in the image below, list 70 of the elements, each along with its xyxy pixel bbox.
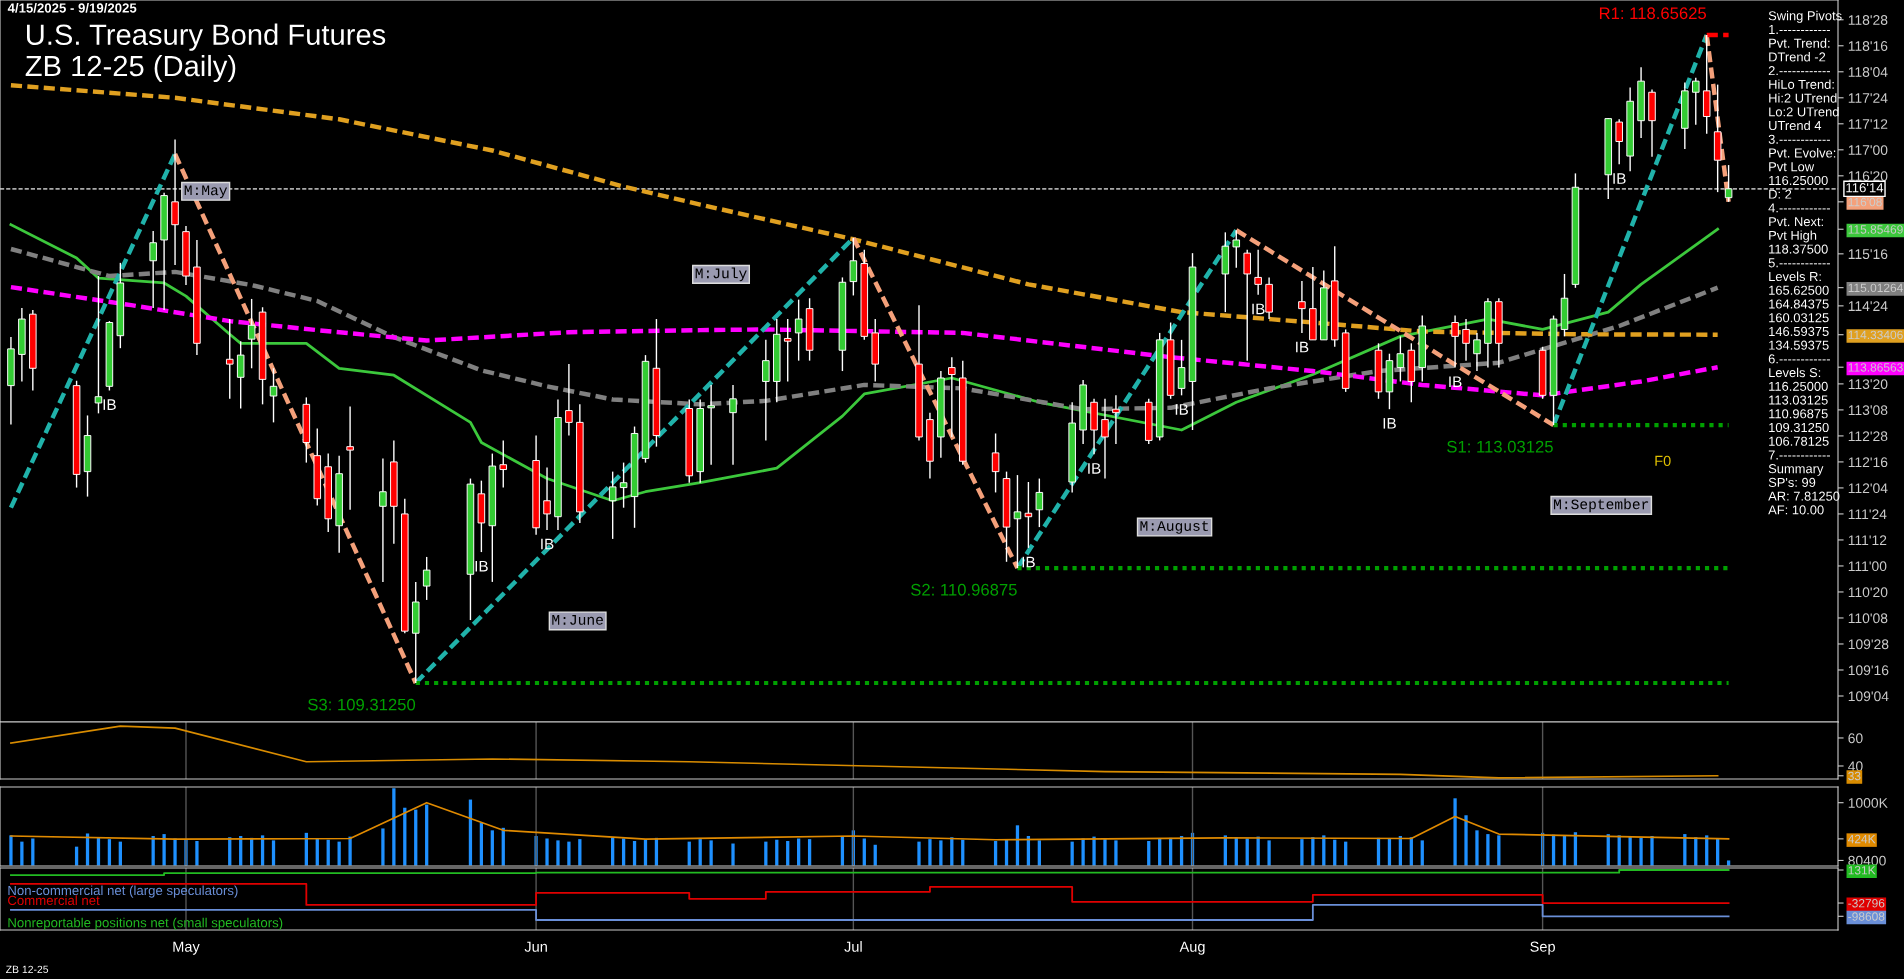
annotation: M:August (1140, 521, 1209, 534)
y-tick-label: 116'08 (1848, 197, 1882, 207)
series-label: S3: 109.31250 (308, 698, 416, 711)
annotation: IB (1296, 341, 1309, 353)
y-tick-label: 113.86563 (1848, 363, 1903, 372)
y-tick-label: 40 (1848, 761, 1863, 772)
annotation: IB (1175, 404, 1188, 415)
annotation: 4/15/2025 - 9/19/2025 (7, 2, 137, 13)
annotation: IB (1449, 376, 1462, 387)
x-tick-label: Sep (1530, 941, 1555, 955)
y-tick-label: 80400 (1848, 855, 1886, 866)
y-tick-label: 60 (1848, 733, 1863, 744)
y-tick-label: 109'16 (1848, 665, 1889, 676)
x-tick-label: May (173, 941, 200, 955)
y-tick-label: 118'16 (1848, 41, 1888, 51)
y-tick-label: 118'28 (1848, 15, 1888, 25)
y-tick-label: 115.01264 (1848, 283, 1903, 293)
annotation: IB (103, 399, 116, 410)
y-tick-label: 111'24 (1848, 509, 1887, 519)
annotation: IB (1383, 418, 1396, 429)
y-tick-label: 114'24 (1848, 301, 1888, 311)
y-tick-label: 118'04 (1848, 67, 1888, 77)
x-tick-label: Jun (524, 941, 547, 952)
text: U.S. Treasury Bond Futures (27, 23, 386, 51)
annotation: IB (1252, 303, 1265, 315)
text: ZB 12-25 (6, 965, 49, 974)
y-tick-label: 112'28 (1848, 431, 1888, 442)
y-tick-label: -32796 (1848, 899, 1885, 908)
y-tick-label: 1000K (1848, 798, 1888, 808)
y-tick-label: 109'04 (1848, 691, 1889, 702)
y-tick-label: 110'08 (1848, 613, 1888, 624)
annotation: M:June (552, 615, 603, 625)
y-tick-label: 113'08 (1848, 405, 1888, 416)
x-tick-label: Aug (1179, 941, 1205, 955)
y-tick-label: 116'20 (1848, 171, 1888, 181)
y-tick-label: 33 (1848, 771, 1861, 781)
annotation: IB (1613, 173, 1626, 184)
y-tick-label: 117'12 (1848, 119, 1888, 129)
text: ZB 12-25 (Daily) (25, 54, 236, 83)
annotation: IB (1022, 556, 1035, 568)
series-label: S1: 113.03125 (1447, 440, 1553, 453)
y-tick-label: 111'00 (1848, 561, 1887, 572)
annotation: F0 (1655, 455, 1671, 466)
annotation: M:September (1554, 498, 1649, 513)
series-label: R1: 118.65625 (1599, 7, 1707, 20)
series-label: Commercial net (8, 895, 100, 906)
y-tick-label: 117'24 (1848, 93, 1888, 103)
annotation: M:July (695, 267, 747, 282)
y-tick-label: 117'00 (1848, 145, 1888, 155)
y-tick-label: 424K (1848, 834, 1876, 844)
y-tick-label: 115.85469 (1848, 225, 1903, 234)
y-tick-label: 110'20 (1848, 587, 1888, 598)
ref-line-label: 116'14 (1846, 183, 1884, 193)
annotation: IB (541, 538, 554, 550)
x-tick-label: Jul (844, 941, 862, 952)
y-tick-label: 131K (1848, 866, 1876, 875)
text: Swing Pivots 1.------------ Pvt. Trend: DTrend -2 2.------------ HiLo Trend: Hi:2 UTrend Lo:2 UTrend UTrend 4 3.------------ Pvt. Evolve: Pvt Low 116.25000 D: 2 4.------------ Pvt. Next: Pvt High 118.37500 5.------------ Levels R: 165.62500 164.84375 160.03125 146.59375 134.59375 6.------------ Levels S: 116.25000 113.03125 110.96875 109.31250 106.78125 7.------------ Summary SP's: 99 AR: 7.81250 AF: 10.00 (1768, 10, 1842, 515)
y-tick-label: 111'12 (1848, 535, 1887, 545)
y-tick-label: 112'04 (1848, 483, 1888, 494)
y-tick-label: 114.33406 (1848, 330, 1903, 340)
y-tick-label: -98608 (1848, 912, 1885, 921)
annotation: M:May (184, 185, 228, 199)
text: Nonreportable positions net (small speculators) (8, 917, 283, 930)
annotation: IB (475, 560, 488, 572)
series-label: S2: 110.96875 (911, 583, 1017, 596)
y-tick-label: 113'20 (1848, 379, 1888, 390)
y-tick-label: 115'16 (1848, 249, 1888, 260)
y-tick-label: 112'16 (1848, 457, 1888, 468)
annotation: IB (1088, 463, 1101, 474)
y-tick-label: 109'28 (1848, 639, 1889, 650)
